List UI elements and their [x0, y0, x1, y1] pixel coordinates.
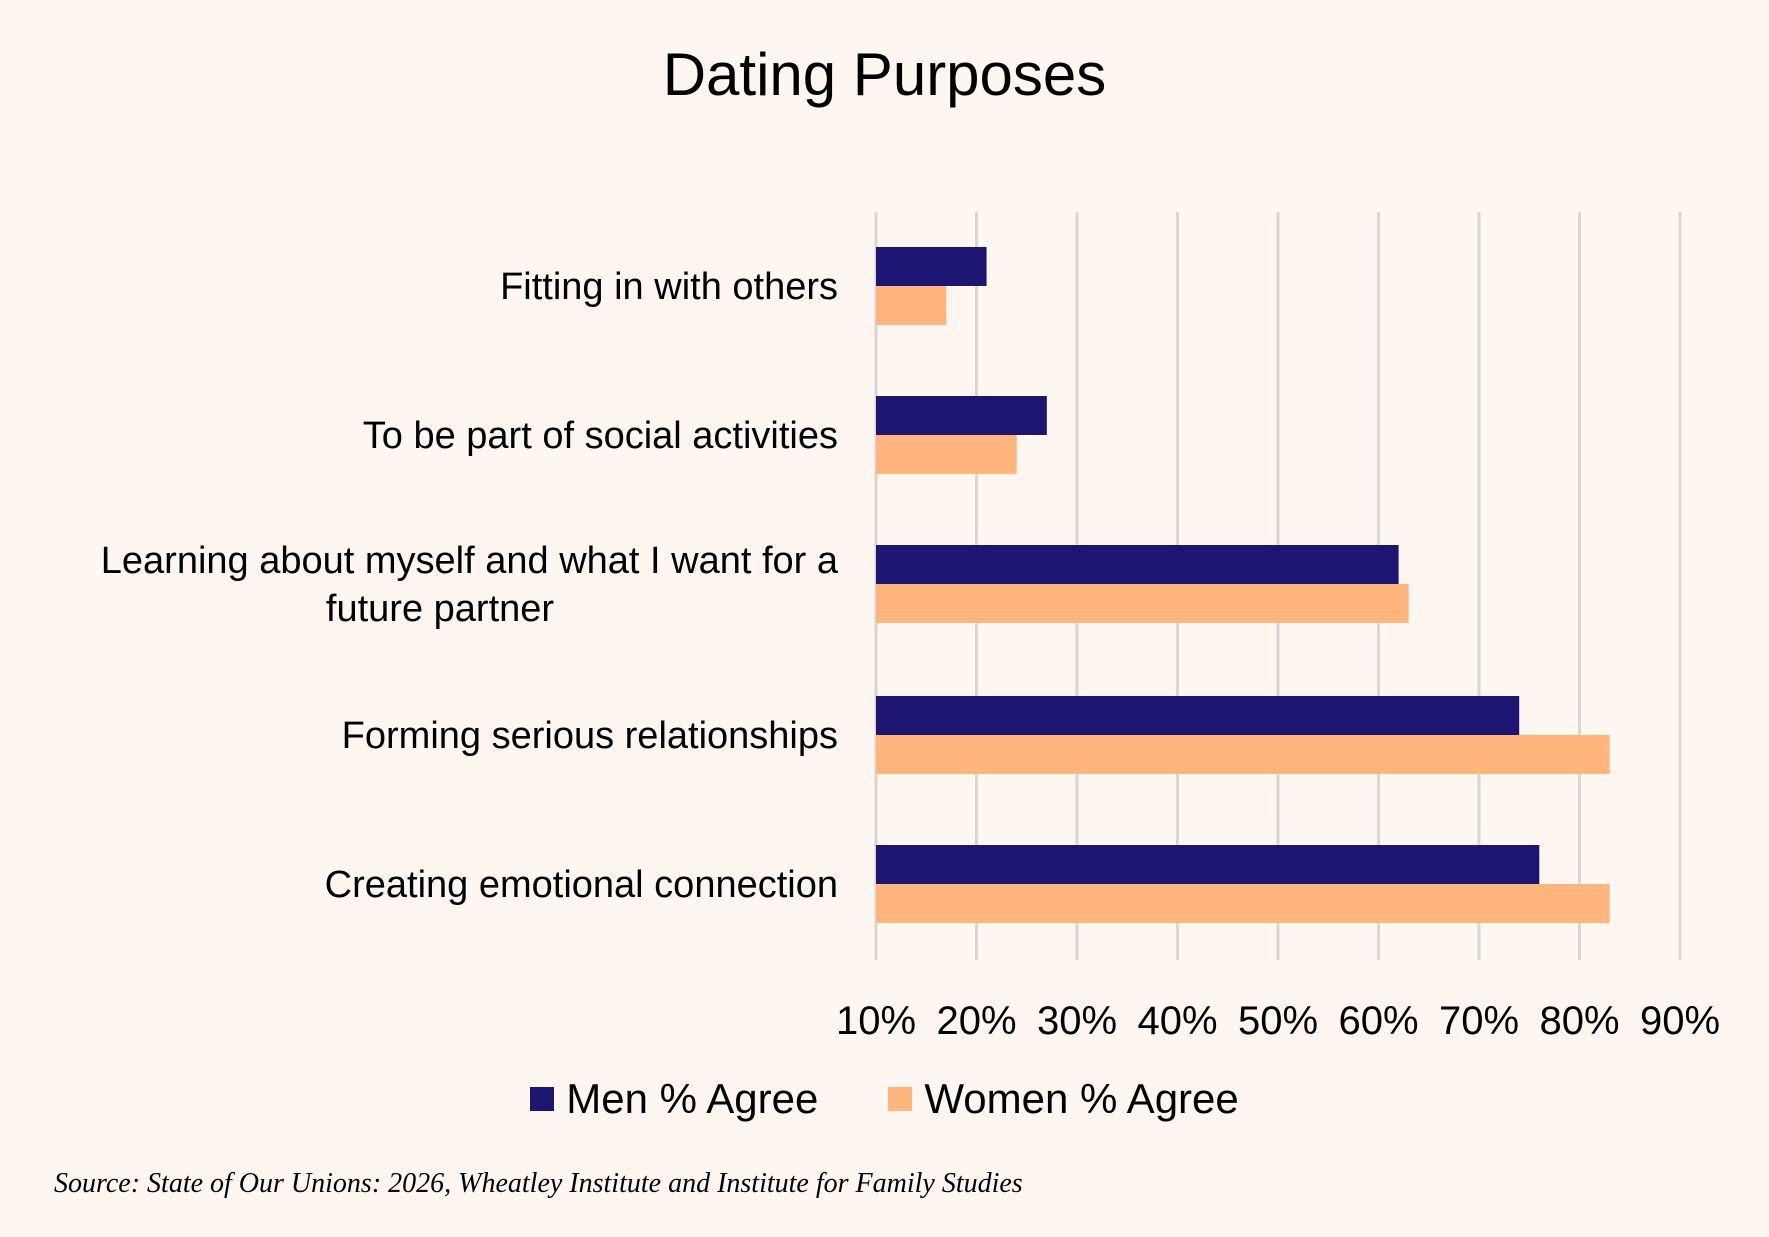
x-tick-label: 40%	[1137, 999, 1217, 1043]
x-tick-label: 90%	[1640, 999, 1720, 1043]
legend-label: Women % Agree	[924, 1075, 1239, 1122]
x-tick-label: 10%	[836, 999, 916, 1043]
x-tick-label: 50%	[1238, 999, 1318, 1043]
bar-women	[876, 735, 1610, 774]
category-label: Fitting in with others	[500, 266, 838, 308]
legend-item-women: Women % Agree	[888, 1075, 1239, 1123]
bar-men	[876, 545, 1399, 584]
category-label: Creating emotional connection	[325, 864, 838, 906]
x-tick-label: 80%	[1539, 999, 1619, 1043]
legend-item-men: Men % Agree	[530, 1075, 818, 1123]
legend-label: Men % Agree	[566, 1075, 819, 1122]
source-note: Source: State of Our Unions: 2026, Wheat…	[54, 1168, 1023, 1199]
bar-women	[876, 435, 1017, 474]
bar-men	[876, 845, 1540, 884]
bar-men	[876, 396, 1047, 435]
x-tick-label: 30%	[1037, 999, 1117, 1043]
chart-title: Dating Purposes	[662, 41, 1107, 108]
legend: Men % Agree Women % Agree	[0, 1075, 1769, 1123]
bar-women	[876, 884, 1610, 923]
bar-men	[876, 247, 987, 286]
x-tick-label: 20%	[936, 999, 1016, 1043]
category-label: future partner	[326, 588, 554, 630]
category-label: Forming serious relationships	[342, 715, 838, 757]
bar-men	[876, 696, 1520, 735]
bar-women	[876, 584, 1409, 623]
bar-women	[876, 286, 947, 325]
x-tick-label: 70%	[1439, 999, 1519, 1043]
category-label: To be part of social activities	[363, 415, 838, 457]
legend-swatch-men	[530, 1087, 555, 1111]
legend-swatch-women	[888, 1087, 913, 1111]
category-label: Learning about myself and what I want fo…	[101, 540, 839, 582]
x-tick-label: 60%	[1338, 999, 1418, 1043]
